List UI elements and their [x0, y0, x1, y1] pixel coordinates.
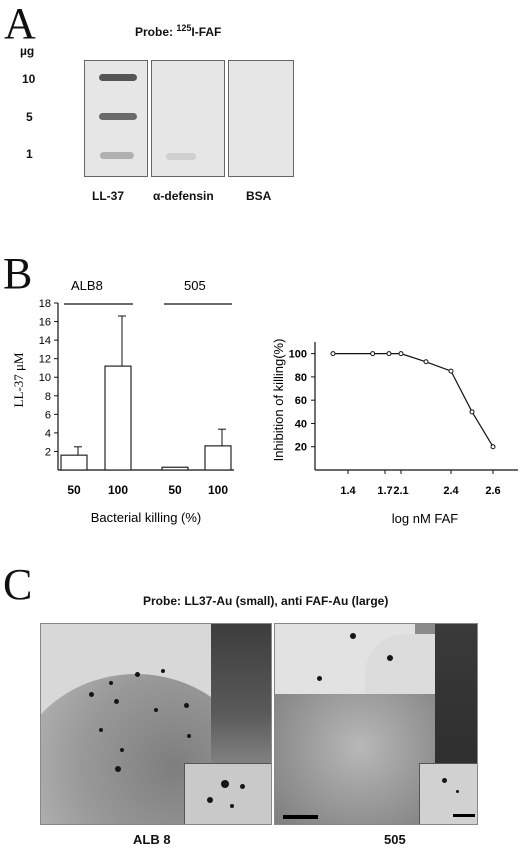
panel-a-label: A — [4, 0, 36, 48]
gold-particle — [230, 804, 234, 808]
dose-5: 5 — [26, 110, 33, 124]
scale-bar — [283, 815, 318, 819]
line-ylabel: Inhibition of killing(%) — [271, 339, 286, 462]
blot-band-5 — [99, 113, 137, 120]
series-line — [333, 353, 494, 448]
y-tick-label: 4 — [45, 428, 51, 440]
data-point — [386, 351, 392, 357]
gold-particle — [221, 780, 229, 788]
bar — [204, 445, 232, 471]
data-point — [370, 351, 376, 357]
micrograph-505 — [274, 623, 478, 825]
gold-particle — [184, 703, 189, 708]
blot-band-1 — [100, 152, 134, 159]
group-label-505: 505 — [184, 278, 206, 293]
x-tick-label: 2.1 — [393, 485, 408, 497]
gold-particle — [161, 669, 165, 673]
x-tick-label: 2.6 — [485, 485, 500, 497]
probe-isotope: 125 — [176, 23, 192, 33]
y-tick-label: 100 — [289, 349, 307, 361]
bar-chart: ALB8 505 2 4 6 8 10 12 14 16 18 50 100 50 100 LL-37… — [11, 278, 234, 525]
x-tick-label: 2.4 — [443, 485, 459, 497]
lane-label-defensin: α-defensin — [153, 189, 214, 203]
data-point — [398, 351, 404, 357]
gold-particle — [115, 766, 121, 772]
inset-scale-bar — [453, 814, 475, 817]
lane-label-ll37: LL-37 — [92, 189, 125, 203]
dose-10: 10 — [22, 72, 36, 86]
x-tick-label: 100 — [208, 483, 228, 497]
y-tick-label: 12 — [39, 354, 51, 366]
probe-prefix: Probe: — [135, 25, 177, 39]
gold-particle — [317, 676, 322, 681]
data-point — [423, 359, 429, 365]
gold-particle — [120, 748, 124, 752]
y-tick-label: 2 — [45, 446, 51, 458]
blot-lane-ll37 — [84, 60, 148, 177]
panel-a-probe: Probe: 125I-FAF — [135, 23, 221, 39]
dose-1: 1 — [26, 147, 33, 161]
x-tick-label: 50 — [168, 483, 182, 497]
y-tick-label: 16 — [39, 317, 51, 329]
y-tick-label: 14 — [39, 335, 51, 347]
y-tick-label: 10 — [39, 372, 51, 384]
y-tick-label: 6 — [45, 409, 51, 421]
panel-c-probe: Probe: LL37-Au (small), anti FAF-Au (lar… — [143, 594, 389, 608]
gold-particle — [442, 778, 447, 783]
gold-particle — [154, 708, 158, 712]
x-tick-label: 50 — [67, 483, 81, 497]
micrograph-label-505: 505 — [384, 832, 406, 847]
blot-lane-bsa — [228, 60, 294, 177]
gold-particle — [350, 633, 356, 639]
bar-ylabel: LL-37 μM — [11, 352, 26, 407]
bar-xlabel: Bacterial killing (%) — [91, 510, 202, 525]
panel-b-label: B — [3, 249, 33, 298]
bar — [161, 466, 189, 471]
blot-band-10 — [99, 74, 137, 81]
panel-c-label: C — [3, 560, 33, 609]
micrograph-alb8 — [40, 623, 272, 825]
gold-particle — [114, 699, 119, 704]
y-tick-label: 80 — [295, 372, 307, 384]
cell-body — [275, 694, 445, 824]
data-point — [448, 368, 454, 374]
dark-region — [211, 624, 271, 774]
gold-particle — [99, 728, 103, 732]
y-tick-label: 40 — [295, 418, 307, 430]
x-tick-label: 100 — [108, 483, 128, 497]
data-point — [469, 409, 475, 415]
lane-label-bsa: BSA — [246, 189, 272, 203]
bar — [104, 365, 132, 471]
panel-b-charts: ALB8 505 2 4 6 8 10 12 14 16 18 50 100 50 100 LL-37… — [11, 278, 518, 526]
gold-particle — [187, 734, 191, 738]
y-tick-label: 8 — [45, 391, 51, 403]
line-xlabel: log nM FAF — [392, 511, 459, 526]
bar — [60, 454, 88, 471]
gold-particle — [135, 672, 140, 677]
dose-unit: µg — [20, 44, 35, 58]
x-tick-label: 1.4 — [340, 485, 356, 497]
gold-particle — [456, 790, 459, 793]
gold-particle — [387, 655, 393, 661]
blot-band-faint — [166, 153, 196, 160]
x-tick-label: 1.7 — [377, 485, 392, 497]
gold-particle — [240, 784, 245, 789]
probe-suffix: I-FAF — [191, 25, 222, 39]
micrograph-label-alb8: ALB 8 — [133, 832, 171, 847]
group-label-alb8: ALB8 — [71, 278, 103, 293]
y-tick-label: 20 — [295, 442, 307, 454]
inset-alb8 — [184, 763, 271, 824]
y-tick-label: 60 — [295, 395, 307, 407]
line-chart: 20 40 60 80 100 1.4 1.7 2.1 2.4 2.6 Inhibition o… — [271, 339, 518, 526]
gold-particle — [89, 692, 94, 697]
data-point — [490, 444, 496, 450]
inset-505 — [419, 763, 477, 824]
gold-particle — [207, 797, 213, 803]
blot-lane-defensin — [151, 60, 225, 177]
y-tick-label: 18 — [39, 298, 51, 310]
gold-particle — [109, 681, 113, 685]
data-point — [330, 351, 336, 357]
